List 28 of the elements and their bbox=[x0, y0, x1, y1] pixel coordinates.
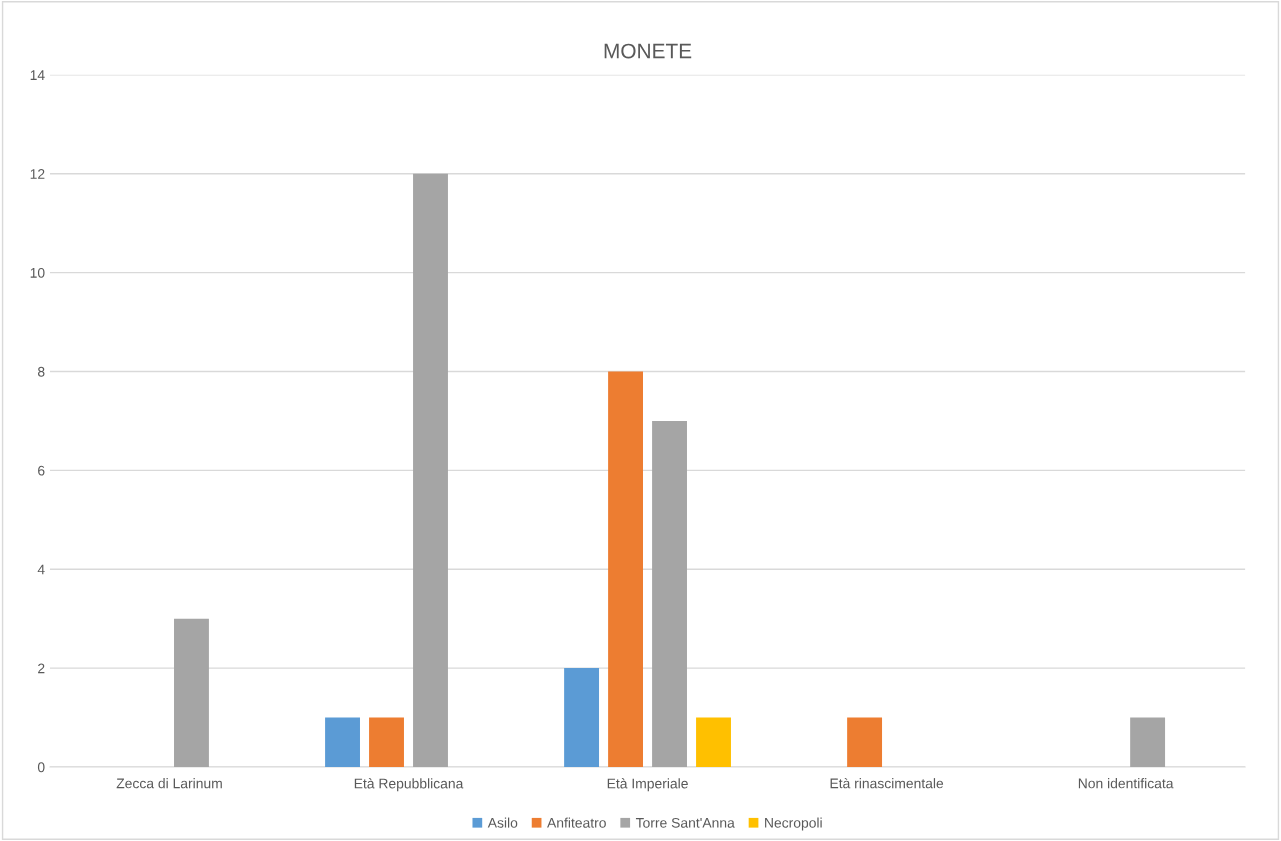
bar bbox=[325, 717, 360, 767]
y-tick-label: 10 bbox=[30, 267, 45, 278]
y-tick-label: 2 bbox=[38, 663, 45, 674]
x-tick-label: Età rinascimentale bbox=[830, 777, 944, 789]
bar bbox=[174, 618, 209, 767]
x-tick-label: Età Imperiale bbox=[607, 778, 688, 792]
x-tick-label: Non identificata bbox=[1078, 778, 1174, 789]
chart-title: MONETE bbox=[604, 43, 692, 59]
bar bbox=[564, 668, 600, 767]
bar bbox=[1130, 717, 1166, 767]
bar bbox=[847, 717, 883, 767]
legend-label: Torre Sant'Anna bbox=[635, 817, 735, 828]
legend-label: Necropoli bbox=[765, 817, 822, 831]
y-tick-label: 14 bbox=[30, 70, 45, 80]
y-tick-label: 4 bbox=[37, 564, 45, 575]
y-tick-label: 12 bbox=[30, 169, 45, 179]
y-tick-label: 0 bbox=[37, 762, 45, 773]
legend-label: Anfiteatro bbox=[547, 817, 606, 828]
y-tick-label: 8 bbox=[37, 366, 45, 377]
legend-label: Asilo bbox=[487, 817, 518, 828]
x-tick-label: Età Repubblicana bbox=[354, 778, 464, 792]
bar bbox=[413, 173, 448, 767]
bar bbox=[696, 717, 731, 767]
bar bbox=[652, 420, 687, 767]
x-tick-label: Zecca di Larinum bbox=[116, 778, 222, 789]
bar bbox=[369, 717, 404, 767]
y-tick-label: 6 bbox=[38, 465, 45, 476]
bar bbox=[608, 371, 643, 767]
